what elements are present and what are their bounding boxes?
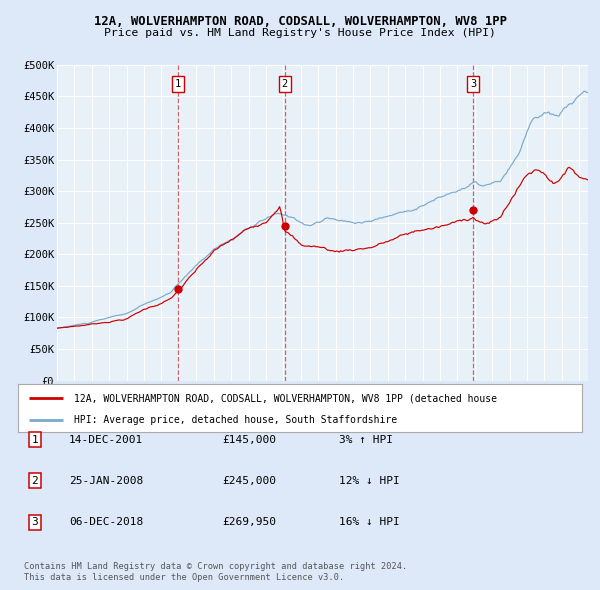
- Text: 06-DEC-2018: 06-DEC-2018: [69, 517, 143, 527]
- Text: £245,000: £245,000: [222, 476, 276, 486]
- Text: 14-DEC-2001: 14-DEC-2001: [69, 435, 143, 444]
- Text: This data is licensed under the Open Government Licence v3.0.: This data is licensed under the Open Gov…: [24, 573, 344, 582]
- Text: 12% ↓ HPI: 12% ↓ HPI: [339, 476, 400, 486]
- Text: 3% ↑ HPI: 3% ↑ HPI: [339, 435, 393, 444]
- Text: 25-JAN-2008: 25-JAN-2008: [69, 476, 143, 486]
- Text: Price paid vs. HM Land Registry's House Price Index (HPI): Price paid vs. HM Land Registry's House …: [104, 28, 496, 38]
- Text: £269,950: £269,950: [222, 517, 276, 527]
- Text: HPI: Average price, detached house, South Staffordshire: HPI: Average price, detached house, Sout…: [74, 415, 398, 425]
- Text: 16% ↓ HPI: 16% ↓ HPI: [339, 517, 400, 527]
- Text: 12A, WOLVERHAMPTON ROAD, CODSALL, WOLVERHAMPTON, WV8 1PP: 12A, WOLVERHAMPTON ROAD, CODSALL, WOLVER…: [94, 15, 506, 28]
- Text: £145,000: £145,000: [222, 435, 276, 444]
- Text: 2: 2: [31, 476, 38, 486]
- Text: Contains HM Land Registry data © Crown copyright and database right 2024.: Contains HM Land Registry data © Crown c…: [24, 562, 407, 571]
- Text: 3: 3: [31, 517, 38, 527]
- Text: 12A, WOLVERHAMPTON ROAD, CODSALL, WOLVERHAMPTON, WV8 1PP (detached house: 12A, WOLVERHAMPTON ROAD, CODSALL, WOLVER…: [74, 393, 497, 403]
- Text: 2: 2: [281, 79, 287, 89]
- Text: 3: 3: [470, 79, 476, 89]
- Text: 1: 1: [175, 79, 181, 89]
- Text: 1: 1: [31, 435, 38, 444]
